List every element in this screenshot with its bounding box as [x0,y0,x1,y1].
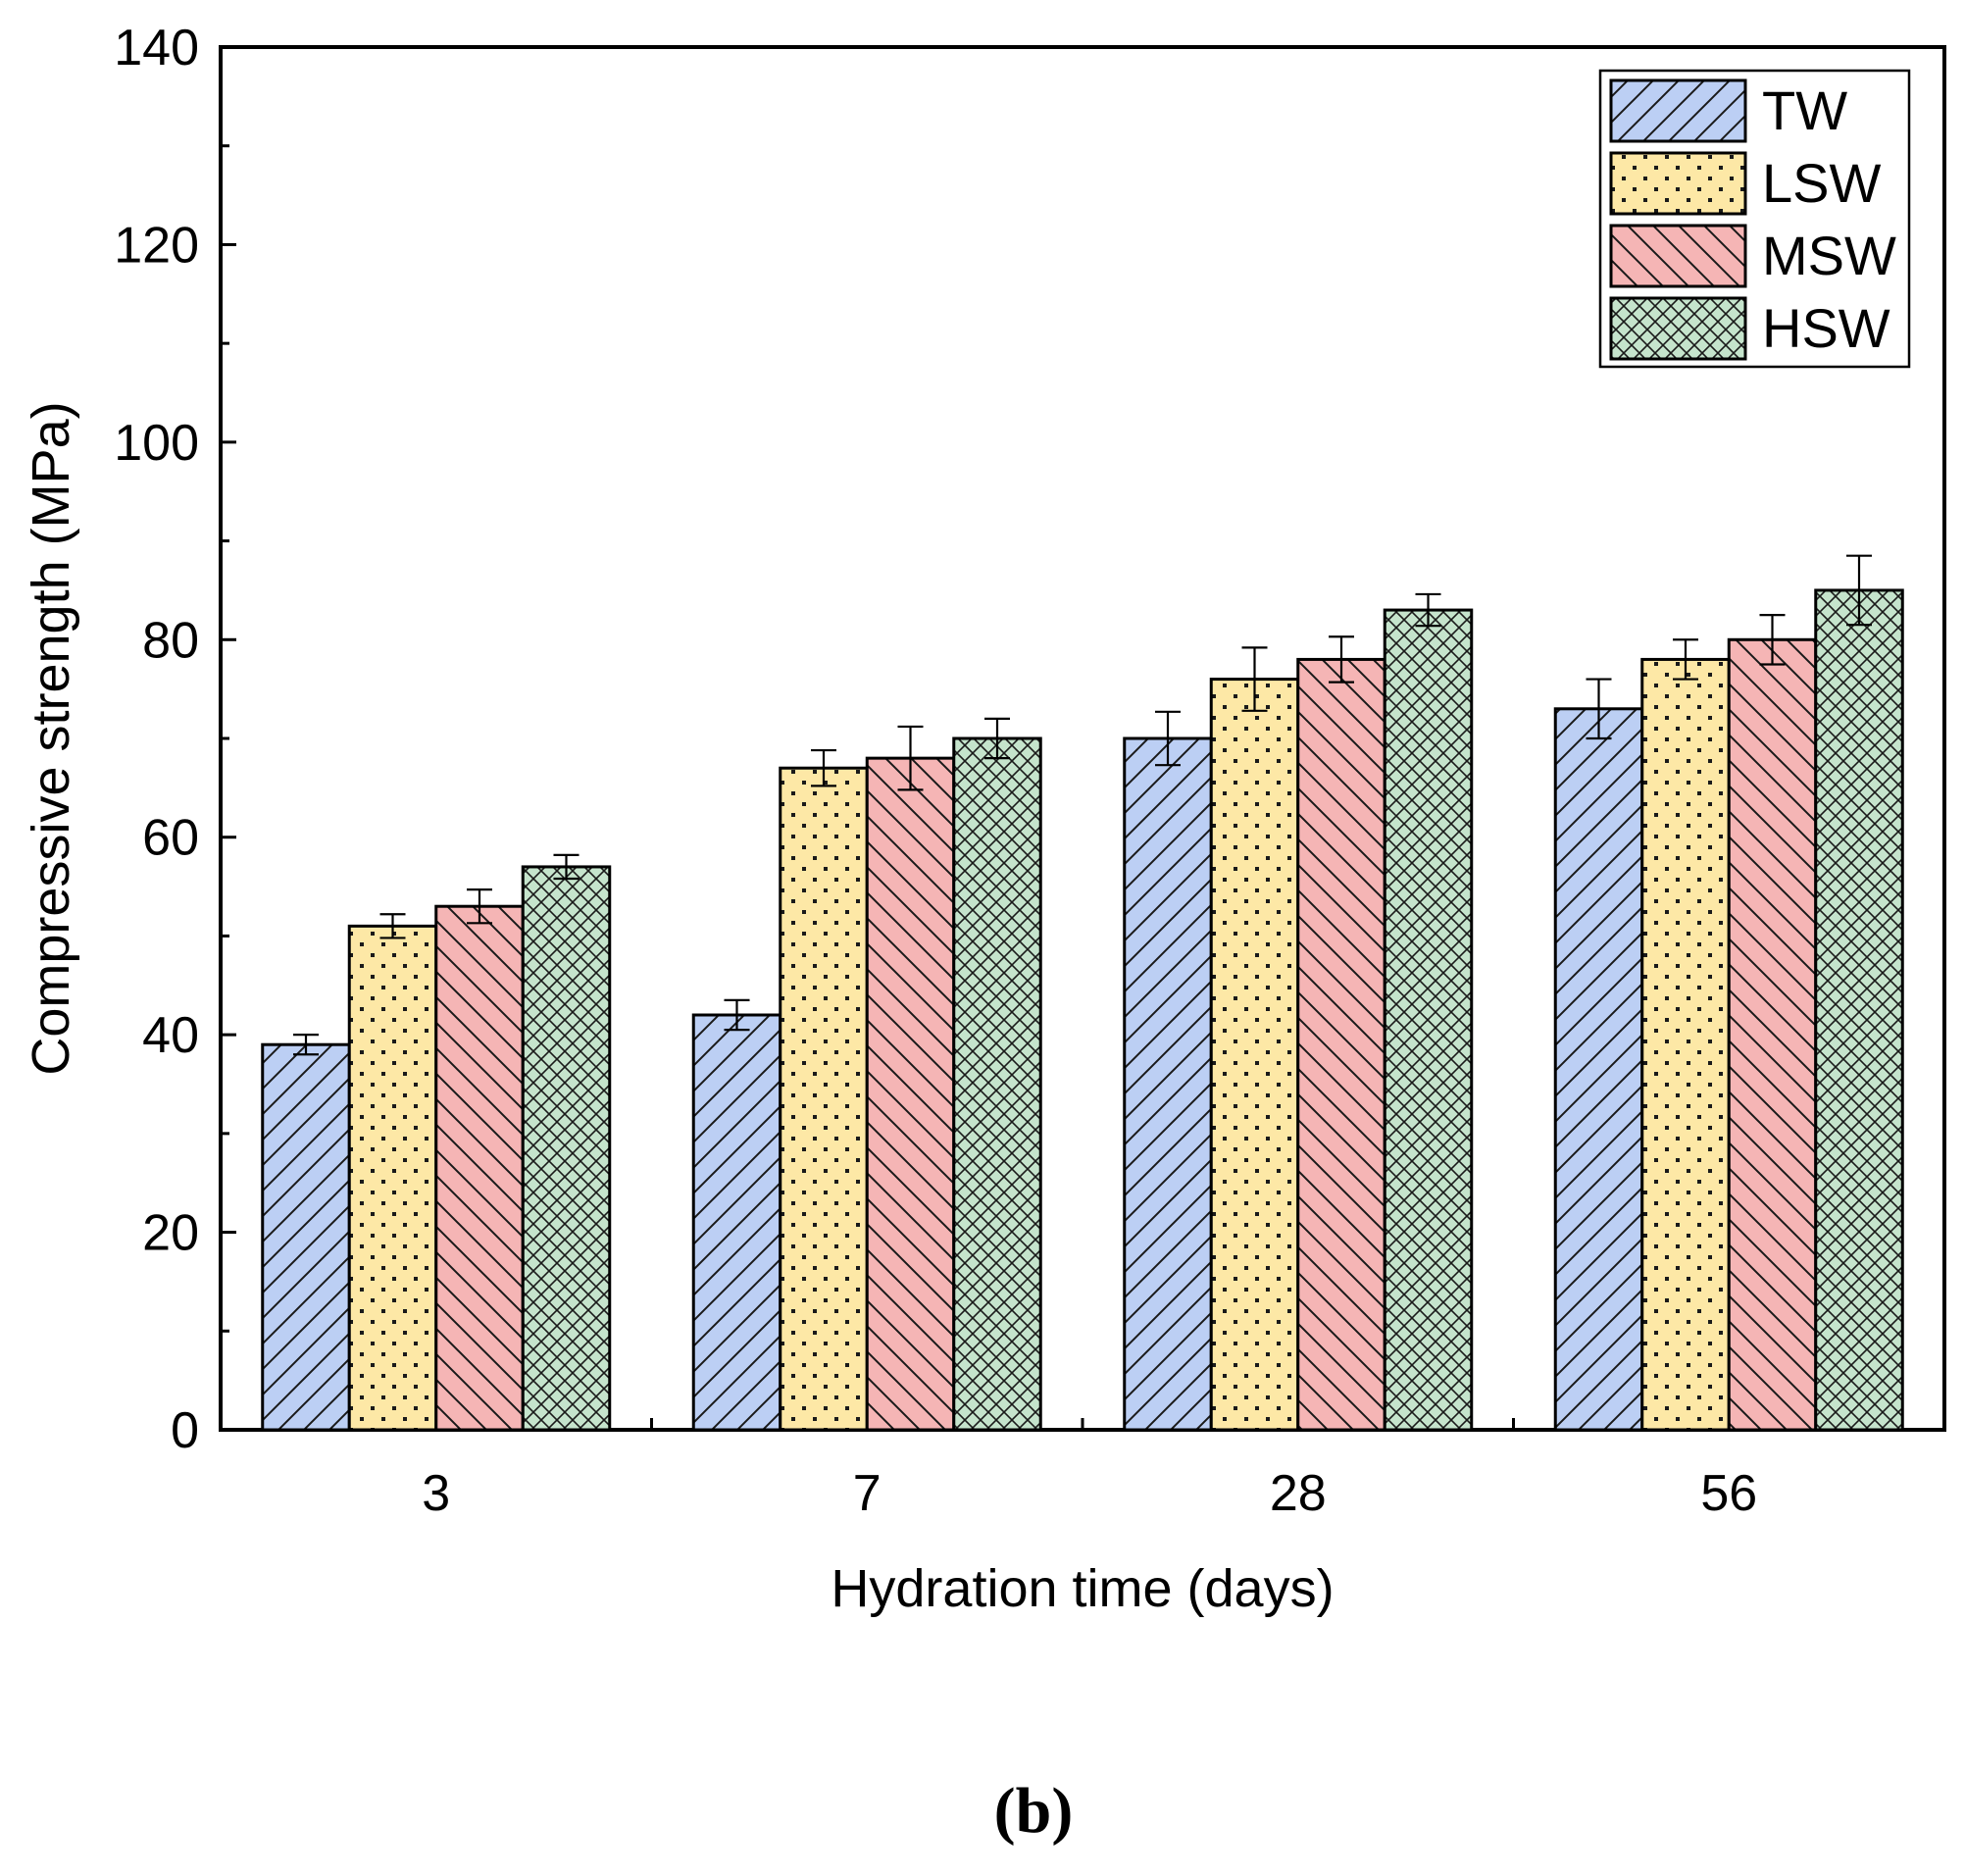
bar-msw-7 [865,756,956,1432]
x-tick-label: 3 [422,1465,450,1522]
error-bar-hsw-7 [984,717,1010,760]
x-tick-label: 56 [1700,1465,1757,1522]
bar-msw-28 [1296,657,1386,1432]
error-bar-tw-7 [724,998,750,1032]
legend-swatch-lsw [1609,151,1747,216]
error-bar-msw-56 [1759,614,1786,666]
error-bar-tw-56 [1586,678,1612,740]
error-bar-hsw-28 [1415,592,1441,628]
bar-lsw-56 [1640,657,1731,1432]
bar-lsw-28 [1209,678,1300,1432]
x-axis: 3 7 28 56 [422,1418,1757,1522]
bar-tw-28 [1123,736,1213,1432]
figure-caption: (b) [994,1775,1074,1847]
y-tick-label: 140 [114,20,199,76]
error-bar-lsw-3 [379,913,406,939]
bar-hsw-7 [952,736,1042,1432]
legend: TW LSW MSW HSW [1598,69,1911,369]
legend-label-msw: MSW [1762,225,1896,286]
bar-msw-56 [1727,637,1818,1432]
bars-group [261,588,1904,1432]
legend-swatch-hsw [1609,296,1747,361]
bar-hsw-56 [1814,588,1904,1432]
error-bar-msw-28 [1329,635,1354,684]
legend-label-lsw: LSW [1762,152,1881,214]
bar-tw-56 [1553,707,1644,1432]
error-bar-tw-3 [293,1034,319,1056]
y-tick-label: 100 [114,415,199,472]
y-tick-label: 60 [142,810,199,867]
legend-swatch-msw [1609,224,1747,288]
y-axis-title: Compressive strength (MPa) [22,401,80,1075]
bar-tw-3 [261,1042,351,1432]
y-tick-label: 120 [114,217,199,274]
bar-hsw-3 [521,865,612,1432]
error-bar-lsw-28 [1241,646,1268,712]
bar-lsw-7 [779,766,869,1432]
error-bars-group [293,554,1872,1056]
x-tick-label: 28 [1270,1465,1327,1522]
x-axis-title: Hydration time (days) [831,1559,1334,1618]
error-bar-lsw-7 [811,748,836,787]
error-bar-tw-28 [1155,710,1181,767]
bar-msw-3 [434,904,525,1432]
error-bar-msw-3 [467,887,492,925]
legend-label-hsw: HSW [1762,297,1890,359]
y-tick-label: 0 [171,1402,199,1459]
y-tick-label: 40 [142,1007,199,1064]
y-tick-label: 80 [142,612,199,669]
bar-hsw-28 [1383,608,1474,1432]
error-bar-hsw-3 [553,853,579,881]
bar-tw-7 [691,1013,782,1432]
bar-lsw-3 [347,924,438,1432]
y-tick-label: 20 [142,1205,199,1262]
error-bar-hsw-56 [1846,554,1872,627]
error-bar-msw-7 [897,725,924,791]
legend-label-tw: TW [1762,79,1847,141]
error-bar-lsw-56 [1673,638,1698,681]
legend-swatch-tw [1609,78,1747,143]
y-axis: 0 20 40 60 80 100 120 140 [114,20,236,1459]
x-tick-label: 7 [853,1465,882,1522]
